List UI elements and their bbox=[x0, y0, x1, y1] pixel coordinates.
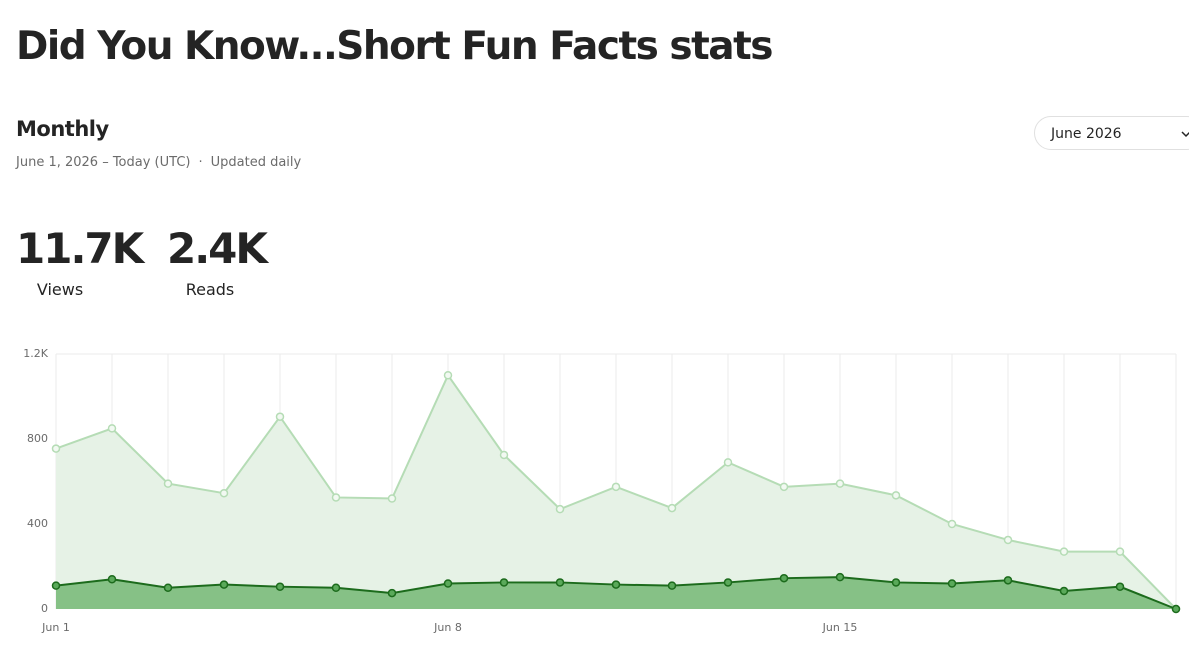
point bbox=[499, 578, 509, 587]
point bbox=[611, 580, 621, 589]
point bbox=[275, 412, 285, 421]
point bbox=[947, 519, 957, 529]
point bbox=[891, 578, 901, 587]
point bbox=[1115, 547, 1125, 556]
date-range: June 1, 2026 – Today (UTC) bbox=[16, 155, 191, 170]
point bbox=[835, 572, 845, 582]
point bbox=[107, 424, 117, 433]
selected-month: June 2026 bbox=[1051, 126, 1122, 142]
point bbox=[499, 450, 509, 460]
point bbox=[667, 503, 677, 513]
point bbox=[219, 488, 229, 498]
point bbox=[163, 479, 173, 488]
point bbox=[51, 581, 61, 590]
x-tick-label: Jun 8 bbox=[433, 621, 462, 634]
stat-label: Views bbox=[36, 280, 84, 299]
point bbox=[219, 580, 229, 589]
y-tick-label: 800 bbox=[27, 432, 48, 445]
point bbox=[51, 444, 61, 453]
y-tick-label: 0 bbox=[41, 602, 48, 615]
point bbox=[1059, 547, 1069, 556]
point bbox=[443, 371, 453, 380]
point bbox=[555, 578, 565, 587]
point bbox=[611, 482, 621, 492]
point bbox=[163, 583, 173, 592]
point bbox=[331, 493, 341, 502]
x-tick-label: Jun 15 bbox=[822, 621, 858, 634]
point bbox=[891, 491, 901, 500]
page-title: Did You Know...Short Fun Facts stats bbox=[16, 24, 773, 69]
update-note: Updated daily bbox=[210, 155, 302, 170]
point bbox=[779, 573, 789, 583]
stat-label: Reads bbox=[185, 280, 235, 299]
point bbox=[1003, 535, 1013, 545]
point bbox=[947, 579, 957, 588]
point bbox=[667, 581, 677, 590]
point bbox=[723, 458, 733, 467]
point bbox=[723, 578, 733, 587]
point bbox=[443, 579, 453, 588]
period-info: June 1, 2026 – Today (UTC) · Updated daily bbox=[16, 155, 309, 170]
point bbox=[107, 575, 117, 584]
month-selector[interactable]: June 2026 bbox=[1034, 116, 1189, 150]
point bbox=[1059, 586, 1069, 596]
point bbox=[1003, 576, 1013, 585]
point bbox=[1115, 582, 1125, 591]
point bbox=[331, 583, 341, 592]
point bbox=[387, 588, 397, 598]
area bbox=[56, 375, 1176, 609]
y-tick-label: 1.2K bbox=[23, 347, 48, 360]
separator: · bbox=[198, 155, 203, 170]
x-tick-label: Jun 1 bbox=[41, 621, 70, 634]
stat: 2.4K Reads bbox=[167, 224, 268, 299]
point bbox=[1171, 604, 1181, 614]
point bbox=[779, 482, 789, 492]
y-tick-label: 400 bbox=[27, 517, 48, 530]
point bbox=[555, 504, 565, 514]
point bbox=[835, 479, 845, 488]
point bbox=[387, 494, 397, 503]
period-heading: Monthly bbox=[16, 117, 109, 141]
stat-value: 2.4K bbox=[167, 224, 268, 273]
point bbox=[275, 582, 285, 591]
